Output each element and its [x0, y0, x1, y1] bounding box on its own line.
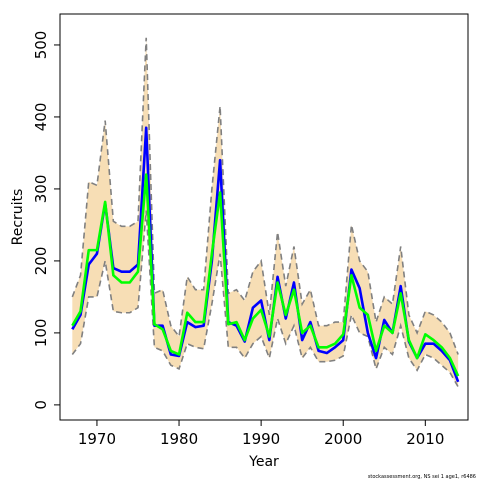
y-tick-label: 400 — [32, 103, 50, 132]
y-tick-label: 200 — [32, 247, 50, 276]
y-tick-label: 500 — [32, 31, 50, 60]
footnote: stockassessment.org, NS sei 1 age1, r648… — [368, 474, 476, 480]
y-tick-label: 300 — [32, 175, 50, 204]
x-tick-label: 1970 — [78, 430, 116, 448]
x-axis-label: Year — [248, 454, 279, 470]
series-line — [71, 173, 460, 377]
y-tick-label: 0 — [32, 400, 50, 410]
x-tick-label: 2010 — [406, 430, 444, 448]
x-tick-label: 1980 — [160, 430, 198, 448]
band-lower — [71, 210, 459, 388]
confidence-band — [72, 37, 459, 387]
x-tick-label: 2000 — [324, 430, 362, 448]
y-axis-label: Recruits — [10, 189, 26, 246]
x-tick-label: 1990 — [242, 430, 280, 448]
y-tick-label: 100 — [32, 319, 50, 348]
plot-frame — [59, 13, 469, 421]
